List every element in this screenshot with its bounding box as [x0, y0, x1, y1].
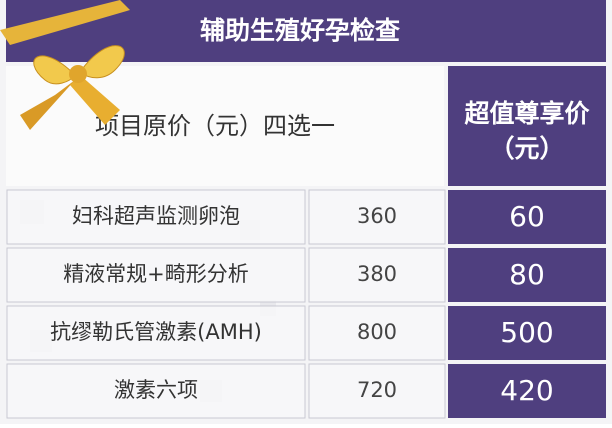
price-cell — [308, 189, 446, 245]
header-right-line: （元） — [489, 134, 564, 163]
sale-cell — [448, 248, 606, 302]
sale-price: 420 — [500, 374, 553, 407]
name-cell — [6, 189, 306, 245]
header-right-line: 超值尊享价 — [464, 99, 590, 128]
header-price-cell — [448, 66, 606, 186]
sale-cell — [448, 364, 606, 418]
item-name: 妇科超声监测卵泡 — [72, 204, 240, 228]
price-cell — [308, 305, 446, 361]
item-name: 激素六项 — [114, 378, 198, 402]
sale-price: 60 — [509, 200, 545, 233]
original-price: 720 — [357, 378, 397, 402]
table-body: 妇科超声监测卵泡 360 60 精液常规+畸形分析 380 80 抗缪勒氏管激素(AMH) 8… — [6, 189, 606, 419]
header-left: 项目原价（元）四选一 — [95, 112, 335, 140]
title: 辅助生殖好孕检查 — [200, 16, 400, 45]
sale-price: 80 — [509, 258, 545, 291]
ribbon — [0, 0, 130, 130]
item-name: 抗缪勒氏管激素(AMH) — [50, 320, 262, 344]
sale-price: 500 — [500, 316, 553, 349]
name-cell — [6, 305, 306, 361]
sale-cell — [448, 306, 606, 360]
name-cell — [6, 247, 306, 303]
original-price: 360 — [357, 204, 397, 228]
original-price: 380 — [357, 262, 397, 286]
item-name: 精液常规+畸形分析 — [63, 262, 249, 286]
sale-cell — [448, 190, 606, 244]
price-cell — [308, 363, 446, 419]
price-cell — [308, 247, 446, 303]
original-price: 800 — [357, 320, 397, 344]
name-cell — [6, 363, 306, 419]
